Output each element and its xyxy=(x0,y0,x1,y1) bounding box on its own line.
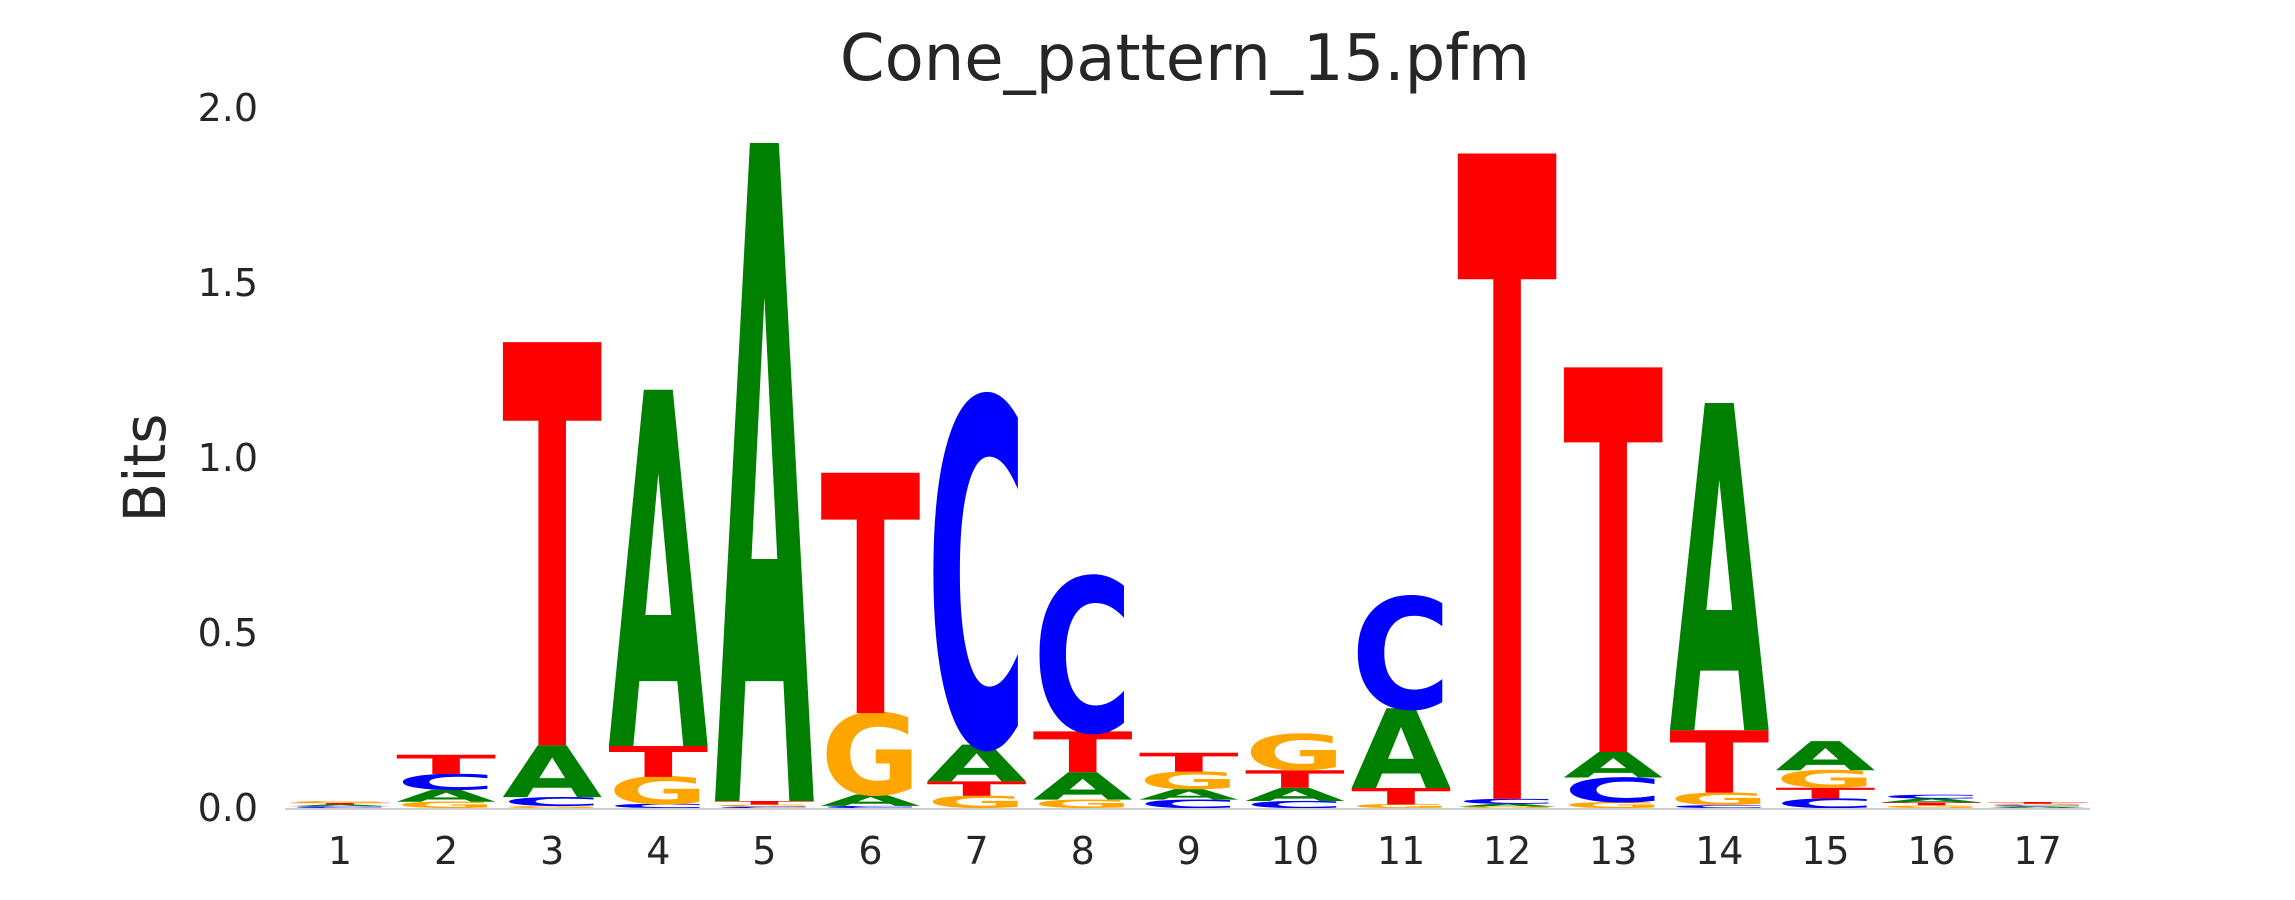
x-tick-label: 9 xyxy=(1177,829,1201,873)
logo-letter-T: T xyxy=(290,802,390,805)
logo-letter-G: G xyxy=(290,800,390,803)
logo-letter-C: C xyxy=(714,806,814,808)
x-tick-label: 13 xyxy=(1589,829,1637,873)
x-tick-label: 4 xyxy=(646,829,670,873)
logo-letter-C: C xyxy=(1245,799,1345,810)
logo-letter-G: G xyxy=(714,804,814,807)
logo-letter-A: A xyxy=(396,787,496,806)
logo-letter-A: A xyxy=(290,804,390,807)
logo-letter-C: C xyxy=(1563,771,1663,810)
x-tick-label: 14 xyxy=(1695,829,1743,873)
logo-letter-T: T xyxy=(1245,766,1345,794)
logo-letter-G: G xyxy=(1351,804,1451,810)
logo-letter-G: G xyxy=(1457,806,1557,808)
logo-letter-A: A xyxy=(1139,786,1239,803)
logo-letter-C: C xyxy=(821,805,921,808)
logo-letter-T: T xyxy=(1457,0,1558,900)
logo-letter-A: A xyxy=(1988,806,2088,808)
logo-letter-C: C xyxy=(1139,797,1239,810)
logo-letter-A: A xyxy=(502,731,602,814)
logo-letter-T: T xyxy=(1351,784,1451,810)
logo-letter-G: G xyxy=(927,792,1027,812)
logo-letter-C: C xyxy=(1988,805,2088,807)
logo-letter-C: C xyxy=(927,304,1027,857)
logo-letter-T: T xyxy=(714,800,814,806)
y-axis-ticks: 0.0 0.5 1.0 1.5 2.0 xyxy=(198,86,258,830)
logo-letter-T: T xyxy=(396,749,496,780)
logo-letter-C: C xyxy=(502,795,602,809)
logo-letter-G: G xyxy=(396,800,496,810)
logo-letter-A: A xyxy=(821,791,921,809)
logo-letter-T: T xyxy=(1669,714,1769,813)
logo-letter-C: C xyxy=(290,806,390,809)
logo-letter-T: T xyxy=(1139,747,1239,777)
logo-letter-G: G xyxy=(821,691,921,821)
logo-letter-A: A xyxy=(714,0,815,900)
y-tick-label: 0.0 xyxy=(198,786,258,830)
logo-letter-G: G xyxy=(1882,804,1982,808)
x-axis-ticks: 1 2 3 4 5 6 7 8 9 10 11 12 13 14 15 16 17 xyxy=(328,829,2062,873)
logo-letter-A: A xyxy=(1351,687,1451,814)
logo-letter-A: A xyxy=(927,735,1027,794)
logo-letter-T: T xyxy=(927,777,1027,800)
logo-letter-C: C xyxy=(1882,794,1982,800)
x-tick-label: 7 xyxy=(965,829,989,873)
logo-letter-C: C xyxy=(608,803,708,810)
logo-letter-C: C xyxy=(1033,535,1133,781)
x-tick-label: 6 xyxy=(858,829,882,873)
logo-letter-C: C xyxy=(1775,796,1875,811)
logo-letter-G: G xyxy=(1245,725,1345,782)
logo-letter-C: C xyxy=(396,770,496,795)
x-tick-label: 11 xyxy=(1377,829,1425,873)
x-tick-label: 3 xyxy=(540,829,564,873)
logo-letter-T: T xyxy=(502,233,603,877)
x-tick-label: 15 xyxy=(1801,829,1849,873)
logo-letter-A: A xyxy=(1669,313,1770,836)
logo-letter-A: A xyxy=(608,293,709,862)
logo-letter-G: G xyxy=(1988,803,2088,805)
x-tick-label: 8 xyxy=(1071,829,1095,873)
logo-letter-T: T xyxy=(608,738,708,787)
x-tick-label: 1 xyxy=(328,829,352,873)
logo-letter-C: C xyxy=(1669,804,1769,808)
logo-letter-C: C xyxy=(1457,798,1557,806)
logo-letter-G: G xyxy=(502,805,602,808)
chart-title: Cone_pattern_15.pfm xyxy=(840,22,1530,96)
y-tick-label: 1.0 xyxy=(198,436,258,480)
logo-letter-G: G xyxy=(1033,797,1133,810)
logo-letter-G: G xyxy=(1775,766,1875,794)
logo-letter-T: T xyxy=(1882,802,1982,806)
x-tick-label: 2 xyxy=(434,829,458,873)
logo-letter-C: C xyxy=(1351,568,1451,745)
x-tick-label: 16 xyxy=(1907,829,1955,873)
logo-letter-A: A xyxy=(1882,797,1982,803)
logo-letter-T: T xyxy=(1775,785,1875,802)
logo-letter-A: A xyxy=(1563,745,1663,786)
y-tick-label: 2.0 xyxy=(198,86,258,130)
x-tick-label: 17 xyxy=(2013,829,2061,873)
y-tick-label: 1.5 xyxy=(198,261,258,305)
x-tick-label: 5 xyxy=(752,829,776,873)
logo-letter-G: G xyxy=(1669,789,1769,809)
logo-letter-A: A xyxy=(1033,765,1134,808)
logo-letter-T: T xyxy=(1563,264,1664,877)
logo-letter-A: A xyxy=(1457,803,1557,807)
logo-letter-T: T xyxy=(821,408,921,792)
x-tick-label: 12 xyxy=(1483,829,1531,873)
logo-letter-T: T xyxy=(1988,802,2088,805)
logo-letter-A: A xyxy=(1775,733,1875,780)
y-axis-label: Bits xyxy=(111,414,179,523)
logo-letter-G: G xyxy=(1139,767,1239,795)
x-tick-label: 10 xyxy=(1271,829,1319,873)
y-tick-label: 0.5 xyxy=(198,611,258,655)
logo-letter-A: A xyxy=(1245,784,1345,805)
logo-letter-G: G xyxy=(608,770,708,813)
logo-letter-T: T xyxy=(1033,721,1133,786)
logo-letter-G: G xyxy=(1563,801,1663,810)
